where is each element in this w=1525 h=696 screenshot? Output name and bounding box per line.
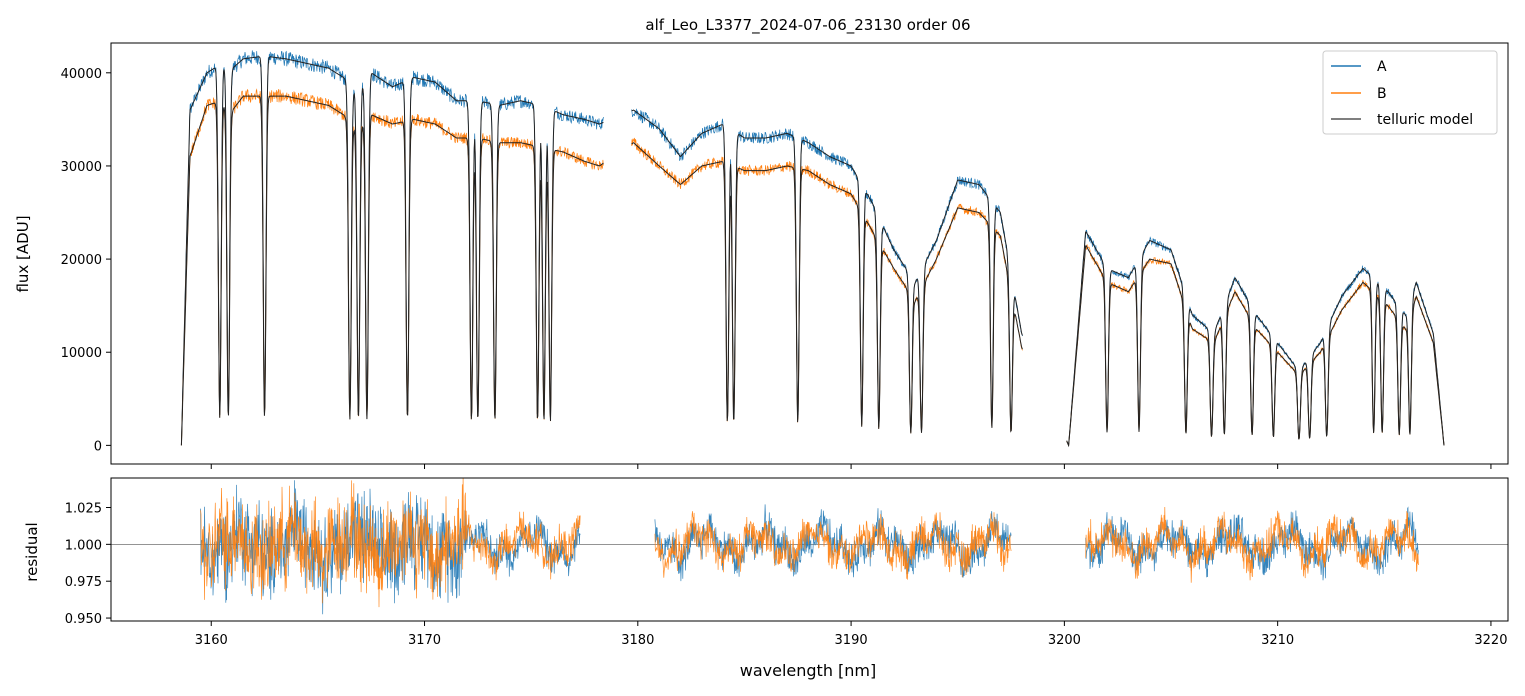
x-tick-label: 3180 [621, 633, 654, 648]
flux-y-tick-label: 30000 [61, 160, 102, 175]
telluric-model-line-a [180, 56, 1445, 448]
series-line-a [181, 50, 1445, 447]
flux-y-axis-label: flux [ADU] [14, 215, 32, 292]
flux-plot-area [180, 50, 1445, 448]
flux-y-ticks: 0 10000 20000 30000 40000 [61, 67, 111, 454]
x-axis-label: wavelength [nm] [740, 661, 877, 680]
chart-title: alf_Leo_L3377_2024-07-06_23130 order 06 [645, 16, 970, 35]
flux-panel: 0 10000 20000 30000 40000 flux [ADU] A B tel… [14, 42, 1509, 469]
residual-y-ticks: 0.950 0.975 1.000 1.025 [65, 501, 111, 627]
legend-label-a: A [1377, 59, 1387, 75]
x-tick-label: 3160 [195, 633, 228, 648]
residual-line-b [200, 478, 1419, 608]
x-tick-label: 3190 [835, 633, 868, 648]
flux-y-tick-label: 40000 [61, 67, 102, 82]
legend-box [1322, 50, 1498, 135]
flux-axes-frame [110, 42, 1509, 465]
residual-y-tick-label: 1.025 [65, 501, 102, 516]
legend-label-b: B [1377, 86, 1387, 102]
x-tick-label: 3210 [1261, 633, 1294, 648]
legend-label-model: telluric model [1377, 112, 1473, 128]
residual-axes-frame [110, 477, 1509, 622]
x-tick-label: 3200 [1048, 633, 1081, 648]
residual-y-tick-label: 1.000 [65, 538, 102, 553]
flux-x-ticks [210, 464, 1492, 469]
residual-y-tick-label: 0.950 [65, 612, 102, 627]
residual-y-tick-label: 0.975 [65, 575, 102, 590]
flux-y-tick-label: 0 [94, 439, 102, 454]
residual-plot-area [111, 478, 1508, 615]
x-tick-label: 3170 [408, 633, 441, 648]
telluric-model-line-b [180, 95, 1445, 448]
legend: A B telluric model [1322, 50, 1498, 135]
residual-panel: 0.950 0.975 1.000 1.025 3160 3170 3180 3190 320… [23, 477, 1509, 680]
residual-y-axis-label: residual [23, 522, 41, 581]
residual-x-ticks: 3160 3170 3180 3190 3200 3210 3220 [195, 621, 1507, 648]
x-tick-label: 3220 [1474, 633, 1507, 648]
flux-y-tick-label: 20000 [61, 253, 102, 268]
flux-y-tick-label: 10000 [61, 346, 102, 361]
